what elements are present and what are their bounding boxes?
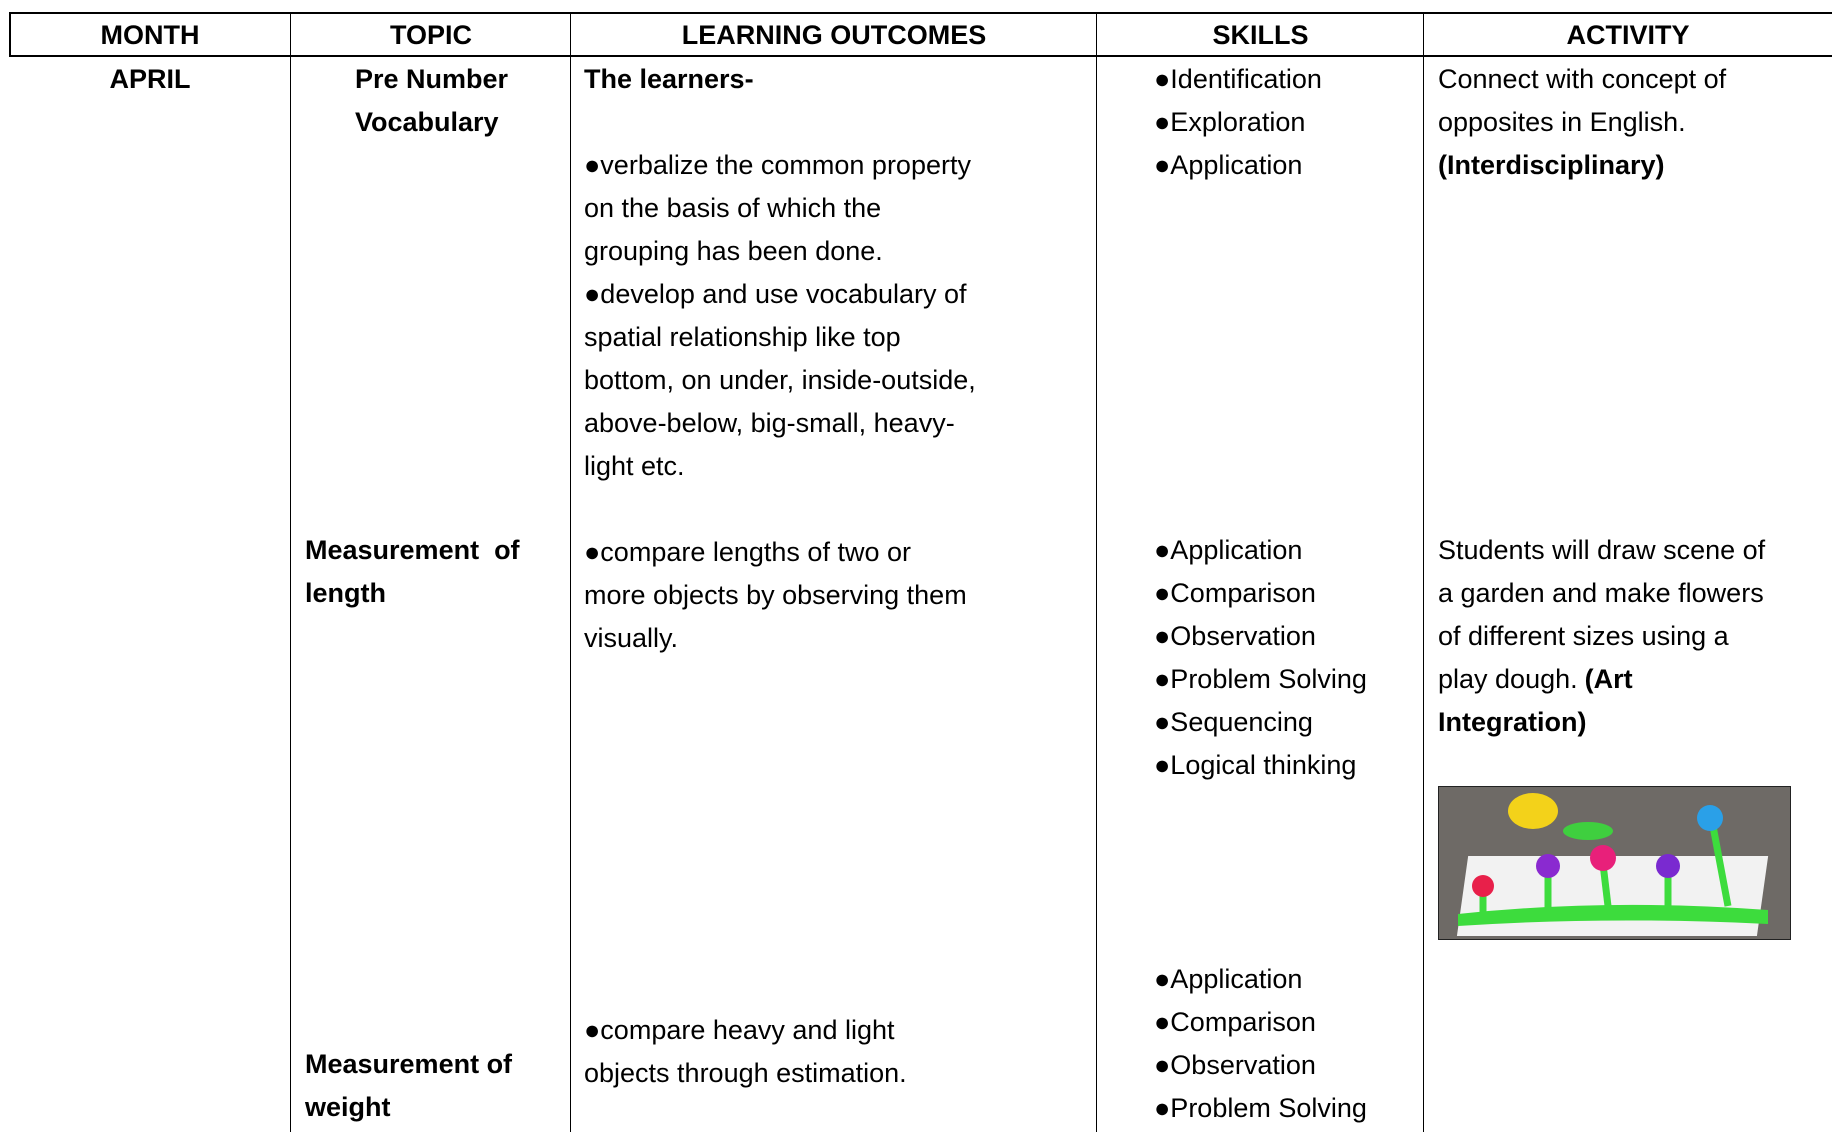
- activity-text: a garden and make flowers: [1438, 577, 1764, 608]
- skill: ●Problem Solving: [1154, 1092, 1367, 1123]
- learning-outcome: bottom, on under, inside-outside,: [584, 364, 976, 395]
- learning-outcome: above-below, big-small, heavy-: [584, 407, 955, 438]
- learning-outcome: ●develop and use vocabulary of: [584, 278, 967, 309]
- activity-line: a garden and make flowers: [1438, 572, 1764, 615]
- learning-outcome: more objects by observing them: [584, 579, 967, 610]
- learning-outcome: spatial relationship like top: [584, 321, 901, 352]
- column-border: [1423, 12, 1424, 1132]
- learning-outcome: The learners-: [584, 63, 754, 94]
- skill: ●Logical thinking: [1154, 749, 1357, 780]
- activity-photo: [1438, 786, 1791, 940]
- learning-outcome: light etc.: [584, 450, 685, 481]
- skill: ●Sequencing: [1154, 706, 1313, 737]
- table-border: [9, 12, 11, 57]
- skill: ●Comparison: [1154, 577, 1316, 608]
- learning-outcome: ●compare heavy and light: [584, 1014, 895, 1045]
- activity-text: play dough.: [1438, 663, 1578, 694]
- topic: Vocabulary: [355, 106, 499, 137]
- skill: ●Problem Solving: [1154, 663, 1367, 694]
- skill: ●Identification: [1154, 63, 1322, 94]
- table-border: [9, 12, 1832, 14]
- header-border: [9, 55, 1832, 57]
- activity-line: play dough. (Art: [1438, 658, 1633, 701]
- activity-line: of different sizes using a: [1438, 615, 1729, 658]
- activity-line: Students will draw scene of: [1438, 529, 1765, 572]
- activity-line: (Interdisciplinary): [1438, 144, 1665, 187]
- learning-outcome: ●verbalize the common property: [584, 149, 971, 180]
- topic: weight: [305, 1091, 391, 1122]
- activity-text: of different sizes using a: [1438, 620, 1729, 651]
- skill: ●Application: [1154, 149, 1303, 180]
- activity-text: opposites in English.: [1438, 106, 1686, 137]
- topic: Measurement of: [305, 1048, 513, 1079]
- activity-text: Students will draw scene of: [1438, 534, 1766, 565]
- activity-text: Integration): [1438, 706, 1587, 737]
- skill: ●Observation: [1154, 620, 1316, 651]
- learning-outcome: ●compare lengths of two or: [584, 536, 911, 567]
- activity-text: Connect with concept of: [1438, 63, 1727, 94]
- column-border: [290, 12, 291, 1132]
- column-border: [570, 12, 571, 1132]
- skill: ●Exploration: [1154, 106, 1306, 137]
- column-header: MONTH: [100, 19, 200, 50]
- column-border: [1096, 12, 1097, 1132]
- topic: Measurement of: [305, 534, 520, 565]
- column-header: ACTIVITY: [1566, 19, 1690, 50]
- column-header: TOPIC: [389, 19, 472, 50]
- activity-text: (Interdisciplinary): [1438, 149, 1665, 180]
- topic: length: [305, 577, 386, 608]
- skill: ●Application: [1154, 963, 1303, 994]
- activity-text: (Art: [1584, 663, 1633, 694]
- learning-outcome: objects through estimation.: [584, 1057, 907, 1088]
- activity-line: Integration): [1438, 701, 1587, 744]
- month: APRIL: [109, 63, 191, 94]
- column-header: LEARNING OUTCOMES: [681, 19, 987, 50]
- activity-line: opposites in English.: [1438, 101, 1686, 144]
- activity-line: Connect with concept of: [1438, 58, 1726, 101]
- skill: ●Comparison: [1154, 1006, 1316, 1037]
- learning-outcome: on the basis of which the: [584, 192, 882, 223]
- learning-outcome: grouping has been done.: [584, 235, 883, 266]
- skill: ●Observation: [1154, 1049, 1316, 1080]
- column-header: SKILLS: [1212, 19, 1309, 50]
- skill: ●Application: [1154, 534, 1303, 565]
- topic: Pre Number: [355, 63, 509, 94]
- learning-outcome: visually.: [584, 622, 679, 653]
